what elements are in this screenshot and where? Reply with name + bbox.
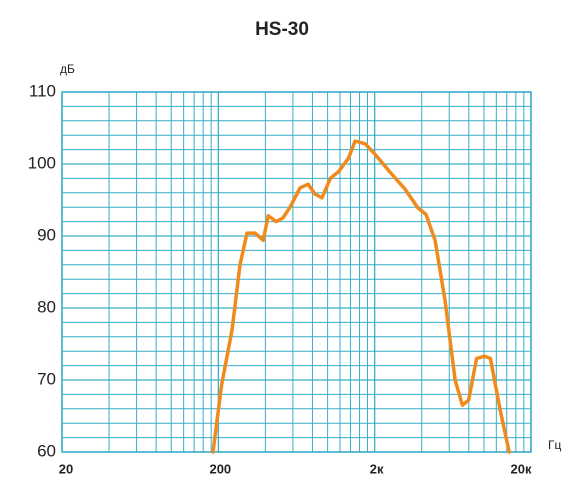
x-axis-label: Гц — [548, 438, 561, 452]
chart-title: HS-30 — [255, 19, 309, 40]
y-tick-label: 60 — [37, 441, 56, 460]
y-tick-label: 80 — [37, 297, 56, 316]
x-tick-label: 20 — [59, 461, 73, 476]
y-tick-label: 110 — [29, 81, 56, 100]
x-tick-label: 20к — [511, 461, 532, 476]
x-tick-label: 2к — [370, 461, 384, 476]
x-tick-label: 200 — [209, 461, 231, 476]
y-tick-label: 100 — [28, 153, 56, 172]
y-tick-label: 70 — [37, 369, 56, 388]
y-tick-label: 90 — [37, 225, 56, 244]
plot-border — [61, 91, 532, 453]
y-axis-label: дБ — [60, 62, 75, 76]
response-curve — [211, 139, 511, 454]
